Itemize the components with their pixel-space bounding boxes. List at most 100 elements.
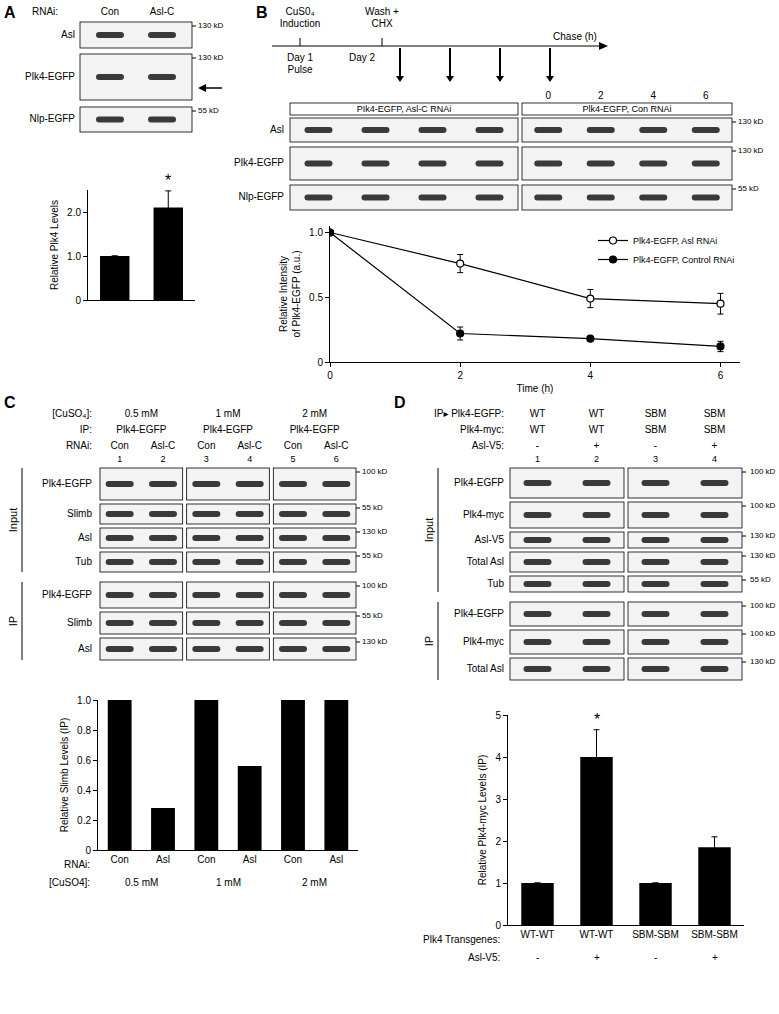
svg-text:Slimb: Slimb	[67, 508, 92, 519]
svg-text:100 kD: 100 kD	[750, 467, 776, 476]
svg-text:Asl-C: Asl-C	[237, 440, 261, 451]
svg-text:Input: Input	[7, 508, 19, 532]
svg-text:Wash +: Wash +	[365, 6, 399, 17]
svg-text:130 kD: 130 kD	[198, 21, 224, 30]
svg-text:Plk4-EGFP, Asl RNAi: Plk4-EGFP, Asl RNAi	[633, 236, 717, 246]
svg-text:IP: IP	[7, 616, 19, 626]
svg-text:Plk4-myc:: Plk4-myc:	[460, 424, 504, 435]
svg-text:1.0: 1.0	[77, 695, 91, 706]
svg-text:0: 0	[317, 357, 323, 368]
svg-text:-: -	[654, 952, 657, 963]
svg-text:Asl: Asl	[61, 29, 75, 40]
svg-text:Relative Plk4 Levels: Relative Plk4 Levels	[49, 200, 60, 290]
svg-text:Asl-C: Asl-C	[151, 440, 175, 451]
svg-text:RNAi:: RNAi:	[32, 6, 58, 17]
svg-text:55 kD: 55 kD	[738, 184, 759, 193]
svg-text:Asl: Asl	[78, 532, 92, 543]
svg-text:Con: Con	[284, 854, 302, 865]
svg-text:1: 1	[117, 454, 122, 464]
svg-text:Plk4-myc: Plk4-myc	[463, 636, 504, 647]
svg-text:55 kD: 55 kD	[362, 611, 383, 620]
svg-text:Asl: Asl	[156, 854, 170, 865]
svg-text:IP: IP	[423, 636, 435, 646]
svg-text:Day 1: Day 1	[287, 52, 314, 63]
svg-text:Relative Plk4-myc Levels (IP): Relative Plk4-myc Levels (IP)	[477, 755, 488, 886]
svg-text:0: 0	[545, 90, 551, 101]
svg-text:100 kD: 100 kD	[750, 501, 776, 510]
svg-text:100 kD: 100 kD	[362, 581, 388, 590]
svg-text:0.5: 0.5	[309, 292, 323, 303]
svg-text:3: 3	[204, 454, 209, 464]
svg-text:4: 4	[712, 454, 717, 464]
svg-text:-: -	[536, 952, 539, 963]
svg-text:Plk4-EGFP: Plk4-EGFP	[116, 424, 166, 435]
svg-text:1 mM: 1 mM	[216, 408, 241, 419]
svg-text:WT-WT: WT-WT	[521, 929, 555, 940]
svg-text:Plk4-EGFP, Control RNAi: Plk4-EGFP, Control RNAi	[633, 255, 734, 265]
svg-text:6: 6	[703, 90, 709, 101]
svg-text:4: 4	[247, 454, 252, 464]
svg-text:0.5 mM: 0.5 mM	[125, 877, 158, 888]
svg-text:130 kD: 130 kD	[362, 637, 388, 646]
svg-text:Tub: Tub	[487, 578, 504, 589]
svg-text:[CuSO4]:: [CuSO4]:	[49, 877, 90, 888]
svg-text:Plk4-EGFP: Plk4-EGFP	[454, 608, 504, 619]
svg-text:100 kD: 100 kD	[750, 601, 776, 610]
svg-text:Plk4-EGFP: Plk4-EGFP	[290, 424, 340, 435]
svg-text:*: *	[165, 172, 171, 189]
svg-text:Input: Input	[423, 518, 435, 542]
svg-text:Asl-C: Asl-C	[324, 440, 348, 451]
svg-text:130 kD: 130 kD	[750, 531, 776, 540]
svg-text:130 kD: 130 kD	[198, 53, 224, 62]
svg-text:[CuSO₄]:: [CuSO₄]:	[52, 408, 92, 419]
svg-text:1: 1	[535, 454, 540, 464]
svg-text:55 kD: 55 kD	[362, 551, 383, 560]
svg-text:130 kD: 130 kD	[738, 117, 764, 126]
svg-text:SBM: SBM	[704, 408, 726, 419]
svg-text:55 kD: 55 kD	[362, 503, 383, 512]
svg-text:Plk4-EGFP: Plk4-EGFP	[42, 589, 92, 600]
svg-text:CHX: CHX	[371, 18, 392, 29]
svg-text:Pulse: Pulse	[287, 64, 312, 75]
svg-text:Asl: Asl	[78, 643, 92, 654]
svg-text:55 kD: 55 kD	[750, 575, 771, 584]
svg-text:WT: WT	[589, 424, 605, 435]
svg-text:Time (h): Time (h)	[517, 383, 554, 394]
svg-text:Con: Con	[101, 6, 119, 17]
svg-text:Asl-C: Asl-C	[150, 6, 174, 17]
svg-text:+: +	[712, 952, 718, 963]
svg-text:SBM: SBM	[645, 408, 667, 419]
svg-text:SBM: SBM	[645, 424, 667, 435]
svg-text:1.0: 1.0	[309, 227, 323, 238]
svg-text:2: 2	[495, 836, 501, 847]
svg-text:Asl: Asl	[329, 854, 343, 865]
svg-text:B: B	[256, 4, 268, 21]
svg-text:4: 4	[588, 370, 594, 381]
svg-text:0: 0	[85, 845, 91, 856]
svg-text:C: C	[4, 394, 16, 411]
svg-text:0: 0	[327, 370, 333, 381]
svg-text:0.2: 0.2	[77, 815, 91, 826]
svg-text:Plk4-EGFP: Plk4-EGFP	[203, 424, 253, 435]
svg-text:100 kD: 100 kD	[362, 467, 388, 476]
svg-text:Relative Slimb Levels (IP): Relative Slimb Levels (IP)	[59, 718, 70, 832]
svg-text:-: -	[536, 440, 539, 451]
svg-text:Relative Intensityof Plk4-EGFP: Relative Intensityof Plk4-EGFP (a.u.)	[278, 250, 302, 337]
svg-text:Total Asl: Total Asl	[467, 663, 504, 674]
svg-text:D: D	[394, 394, 406, 411]
svg-text:SBM-SBM: SBM-SBM	[691, 929, 738, 940]
svg-text:Asl-V5: Asl-V5	[475, 534, 505, 545]
svg-text:130 kD: 130 kD	[750, 657, 776, 666]
svg-text:2 mM: 2 mM	[302, 408, 327, 419]
svg-text:0.4: 0.4	[77, 785, 91, 796]
svg-text:1: 1	[495, 878, 501, 889]
svg-text:RNAi:: RNAi:	[66, 440, 92, 451]
svg-text:0: 0	[75, 295, 81, 306]
svg-text:Nlp-EGFP: Nlp-EGFP	[29, 113, 75, 124]
svg-text:0.6: 0.6	[77, 755, 91, 766]
svg-text:Plk4-EGFP: Plk4-EGFP	[454, 477, 504, 488]
svg-text:Asl: Asl	[243, 854, 257, 865]
svg-text:WT: WT	[589, 408, 605, 419]
svg-text:2 mM: 2 mM	[302, 877, 327, 888]
svg-text:0.8: 0.8	[77, 725, 91, 736]
